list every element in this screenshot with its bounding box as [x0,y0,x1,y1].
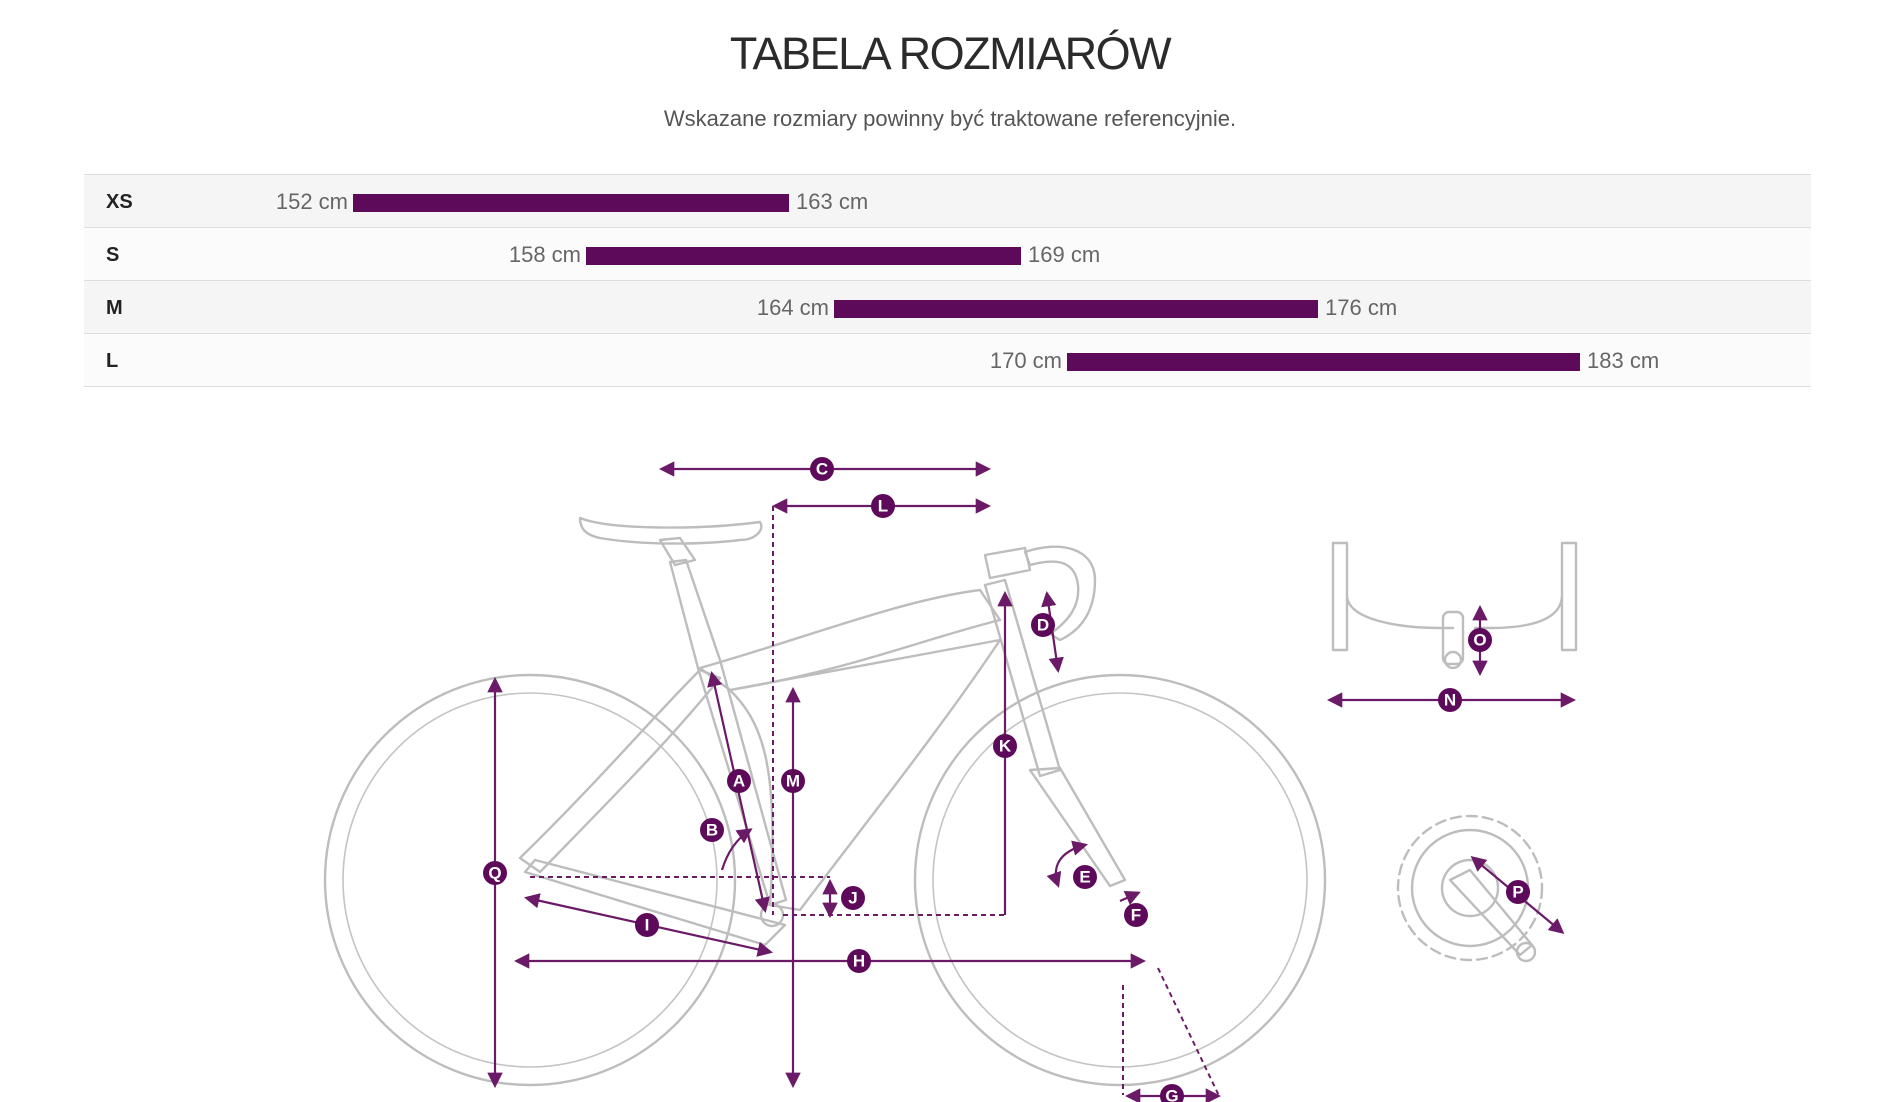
badge-b: B [700,818,724,842]
badge-q: Q [483,861,507,885]
stem-front [1441,610,1465,666]
seat-stay [518,668,722,874]
spider [1440,858,1500,918]
badge-l-text: L [878,497,888,516]
seatpost-clamp [658,536,697,567]
range-bar [834,300,1318,318]
range-max: 163 cm [796,189,869,214]
range-min: 170 cm [989,348,1062,373]
badge-n-text: N [1444,691,1456,710]
badge-a: A [727,769,751,793]
handlebar-front-view [1331,541,1578,670]
front-rim [932,692,1308,1068]
saddle [578,516,763,545]
size-label: XS [106,191,133,213]
range-max: 176 cm [1325,295,1398,320]
range-bar [586,247,1021,265]
badge-p: P [1506,880,1530,904]
dim-f-arrow [1119,890,1141,906]
page-title: TABELA ROZMIARÓW [729,28,1172,79]
badge-c-text: C [816,460,828,479]
dim-e-arc [1046,840,1088,888]
range-max: 169 cm [1028,242,1101,267]
badge-e: E [1073,865,1097,889]
page-subtitle: Wskazane rozmiary powinny być traktowane… [663,106,1237,131]
size-label: L [106,350,119,372]
badge-f-text: F [1131,906,1141,925]
badge-m: M [781,769,805,793]
badge-o-text: O [1473,631,1486,650]
bike-outline [323,516,1327,1087]
stem [983,546,1032,580]
badge-k: K [993,734,1017,758]
size-label: S [106,244,120,266]
drop-bar-outline [1331,541,1578,652]
badge-o: O [1468,628,1492,652]
range-bar [1067,353,1580,371]
down-tube [728,638,1002,912]
badge-n: N [1438,688,1462,712]
badge-c: C [810,457,834,481]
badge-b-text: B [706,821,718,840]
rear-wheel [323,673,737,1087]
dim-b-arc [720,828,753,871]
rear-rim [342,692,718,1068]
pedal-axle [1515,941,1537,963]
front-wheel [913,673,1327,1087]
size-table: XS 152 cm 163 cm S 158 cm 169 cm M 164 c… [84,174,1811,387]
size-row-l: L 170 cm 183 cm [84,334,1811,387]
badge-h: H [847,949,871,973]
badge-e-text: E [1079,868,1090,887]
badge-g-text: G [1165,1087,1178,1102]
dim-g-guide-right [1157,967,1221,1099]
size-label: M [106,297,123,319]
badge-a-text: A [733,772,745,791]
top-tube [698,588,1002,692]
badge-j-text: J [848,889,857,908]
badge-m-text: M [786,772,800,791]
range-min: 158 cm [508,242,581,267]
badge-k-text: K [999,737,1012,756]
badge-d-text: D [1037,616,1049,635]
size-row-s: S 158 cm 169 cm [84,228,1811,281]
badge-i-text: I [645,916,650,935]
badge-f: F [1124,903,1148,927]
badge-g: G [1160,1084,1184,1102]
badge-j: J [841,886,865,910]
badge-l: L [871,494,895,518]
stem-bolt [1443,650,1463,670]
range-bar [353,194,789,212]
size-row-m: M 164 cm 176 cm [84,281,1811,334]
range-max: 183 cm [1587,348,1660,373]
badge-q-text: Q [488,864,501,883]
drop-bar-left [1331,541,1349,597]
badge-p-text: P [1512,883,1523,902]
size-row-xs: XS 152 cm 163 cm [84,175,1811,228]
badge-i: I [635,913,659,937]
badge-d: D [1031,613,1055,637]
dimension-badges: C L D O N K A M B Q E J P F I H G [483,457,1530,1102]
range-min: 164 cm [756,295,829,320]
badge-h-text: H [853,952,865,971]
range-min: 152 cm [275,189,348,214]
